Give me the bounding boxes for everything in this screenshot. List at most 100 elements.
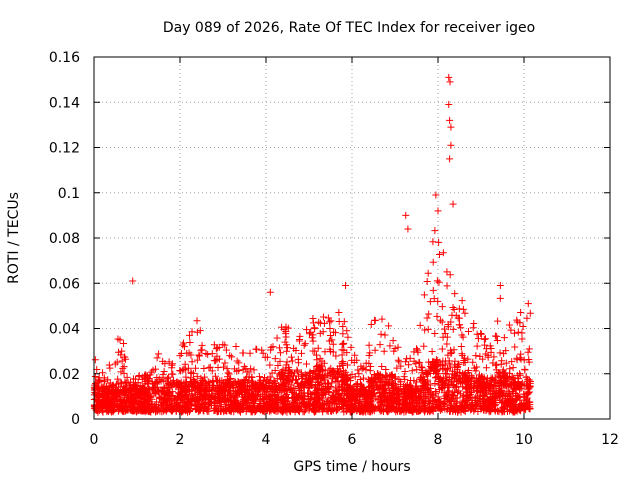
data-point <box>445 359 453 367</box>
data-point <box>129 277 137 285</box>
data-point <box>401 368 409 376</box>
data-point <box>328 400 336 408</box>
data-point <box>273 399 281 407</box>
data-point <box>473 363 481 371</box>
data-point <box>454 364 462 372</box>
data-point <box>211 372 219 380</box>
data-point <box>445 383 453 391</box>
data-point <box>408 396 416 404</box>
data-point <box>365 341 373 349</box>
data-point <box>430 295 438 303</box>
data-point <box>508 382 516 390</box>
data-point <box>342 282 350 290</box>
data-point <box>439 249 447 257</box>
data-point <box>222 346 230 354</box>
data-point <box>467 389 475 397</box>
x-tick-label: 0 <box>90 432 99 448</box>
data-point <box>292 346 300 354</box>
data-point <box>337 398 345 406</box>
data-point <box>152 405 160 413</box>
data-point <box>118 347 126 355</box>
data-point <box>335 308 343 316</box>
data-point <box>516 396 524 404</box>
y-tick-label: 0.06 <box>49 276 80 292</box>
data-point <box>464 369 472 377</box>
data-point <box>386 342 394 350</box>
data-point <box>338 402 346 410</box>
data-point <box>426 298 434 306</box>
data-point <box>410 386 418 394</box>
data-point <box>183 378 191 386</box>
data-point <box>505 321 513 329</box>
data-point <box>338 351 346 359</box>
data-point <box>342 368 350 376</box>
data-point <box>343 349 351 357</box>
data-point <box>304 389 312 397</box>
data-point <box>500 350 508 358</box>
data-point <box>407 393 415 401</box>
data-point <box>432 373 440 381</box>
data-point <box>374 383 382 391</box>
data-point <box>408 367 416 375</box>
data-point <box>256 373 264 381</box>
data-point <box>420 391 428 399</box>
data-point <box>367 379 375 387</box>
data-point <box>182 366 190 374</box>
data-point <box>502 401 510 409</box>
data-point <box>249 383 257 391</box>
data-point <box>451 290 459 298</box>
data-point <box>376 370 384 378</box>
data-point <box>403 381 411 389</box>
data-point <box>204 350 212 358</box>
data-point <box>165 373 173 381</box>
y-tick-label: 0.12 <box>49 141 80 157</box>
data-point <box>120 339 128 347</box>
data-point <box>324 404 332 412</box>
data-point <box>319 389 327 397</box>
data-point <box>266 288 274 296</box>
data-point <box>271 367 279 375</box>
data-point <box>457 343 465 351</box>
data-point <box>296 386 304 394</box>
data-point <box>300 382 308 390</box>
data-point <box>371 346 379 354</box>
data-point <box>423 385 431 393</box>
data-point <box>484 387 492 395</box>
data-point <box>324 372 332 380</box>
data-point <box>168 364 176 372</box>
data-point <box>435 397 443 405</box>
data-point <box>151 389 159 397</box>
data-point <box>111 360 119 368</box>
data-point <box>309 314 317 322</box>
data-point <box>157 377 165 385</box>
data-point <box>488 374 496 382</box>
data-point <box>350 387 358 395</box>
data-point <box>305 384 313 392</box>
data-point <box>177 393 185 401</box>
data-point <box>156 407 164 415</box>
data-point <box>167 382 175 390</box>
data-point <box>251 390 259 398</box>
data-point <box>233 357 241 365</box>
data-point <box>313 397 321 405</box>
axis-tick-labels: 0 2 4 6 8 10 12 0 0.02 0.04 0.06 0.08 0.1 0.12 0.14 0.1… <box>49 50 619 448</box>
data-point <box>392 380 400 388</box>
data-point <box>417 363 425 371</box>
data-point <box>407 401 415 409</box>
data-point <box>175 385 183 393</box>
data-point <box>299 391 307 399</box>
data-point <box>458 297 466 305</box>
data-point <box>402 358 410 366</box>
data-point <box>525 345 533 353</box>
data-point <box>333 373 341 381</box>
data-point <box>516 407 524 415</box>
data-point <box>106 364 114 372</box>
data-point <box>160 384 168 392</box>
data-point <box>142 391 150 399</box>
data-point <box>165 389 173 397</box>
data-point <box>92 380 100 388</box>
data-point <box>404 388 412 396</box>
data-point <box>518 329 526 337</box>
data-point <box>279 395 287 403</box>
data-point <box>496 369 504 377</box>
